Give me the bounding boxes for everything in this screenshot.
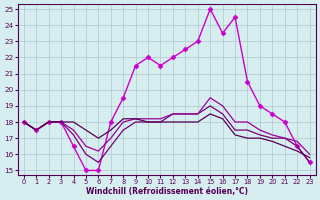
X-axis label: Windchill (Refroidissement éolien,°C): Windchill (Refroidissement éolien,°C)	[86, 187, 248, 196]
